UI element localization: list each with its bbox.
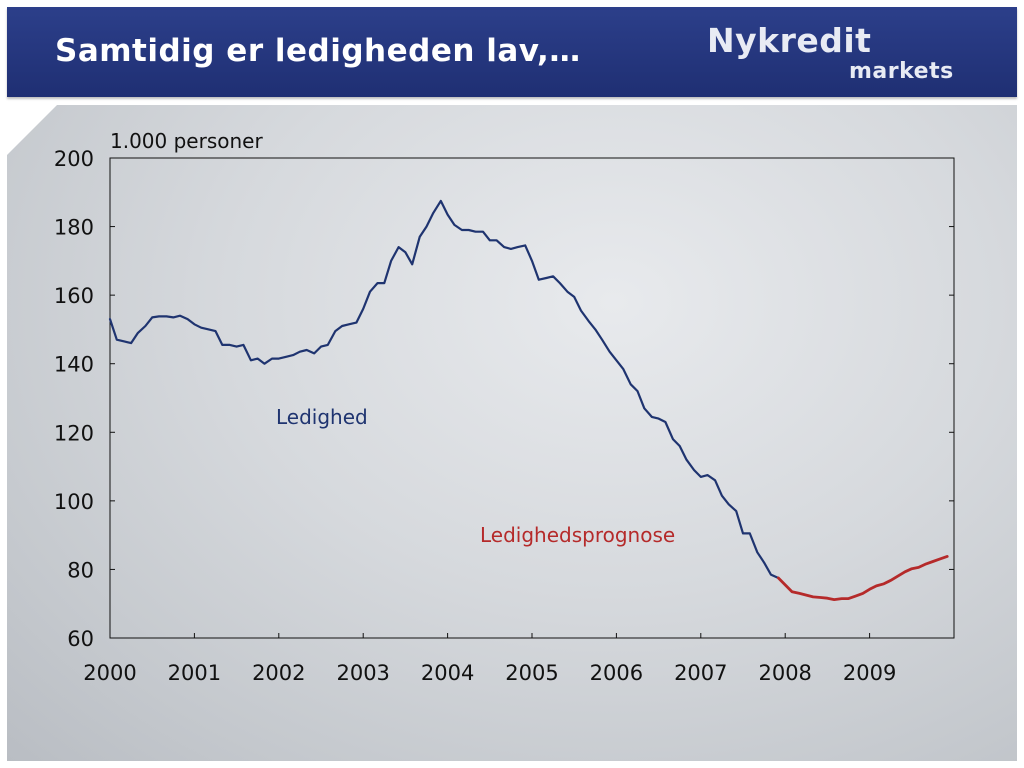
x-tick-label: 2000	[83, 661, 136, 685]
x-tick-label: 2004	[421, 661, 474, 685]
x-tick-label: 2008	[758, 661, 811, 685]
slide-header: Samtidig er ledigheden lav,… Nykredit ma…	[7, 7, 1017, 97]
x-tick-label: 2001	[168, 661, 221, 685]
logo-wordmark: Nykredit	[707, 21, 872, 60]
x-tick-label: 2002	[252, 661, 305, 685]
x-tick-label: 2003	[336, 661, 389, 685]
series-line-ledighedsprognose	[777, 555, 949, 601]
logo-subtitle: markets	[849, 59, 954, 84]
y-tick-label: 60	[67, 627, 94, 651]
page-title: Samtidig er ledigheden lav,…	[55, 33, 581, 69]
y-tick-label: 140	[54, 353, 94, 377]
x-tick-label: 2009	[843, 661, 896, 685]
x-tick-label: 2005	[505, 661, 558, 685]
y-tick-label: 180	[54, 216, 94, 240]
series-label-ledighed: Ledighed	[276, 405, 368, 429]
y-tick-label: 100	[54, 490, 94, 514]
panel-corner-decoration	[7, 105, 57, 155]
nykredit-logo: Nykredit markets	[707, 21, 977, 87]
x-tick-label: 2006	[590, 661, 643, 685]
chart-background-panel	[7, 105, 1017, 761]
y-tick-label: 160	[54, 284, 94, 308]
plot-frame	[109, 157, 955, 639]
y-unit-label: 1.000 personer	[110, 129, 263, 153]
x-tick-label: 2007	[674, 661, 727, 685]
y-tick-label: 200	[54, 147, 94, 171]
series-line-ledighed	[108, 199, 780, 580]
series-label-ledighedsprognose: Ledighedsprognose	[480, 523, 675, 547]
y-tick-label: 80	[67, 558, 94, 582]
y-tick-label: 120	[54, 421, 94, 445]
